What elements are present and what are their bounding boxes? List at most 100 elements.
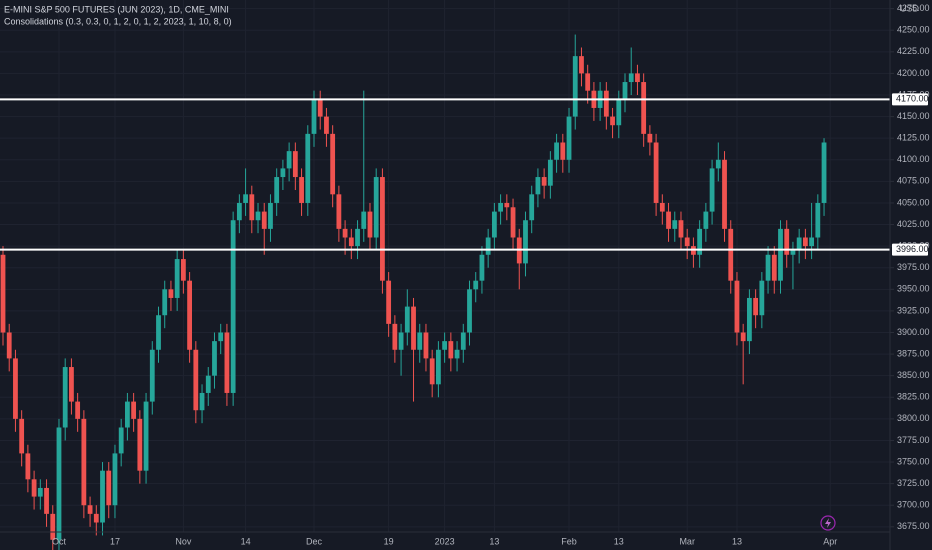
candle-body	[473, 280, 479, 290]
x-tick-label: 13	[489, 536, 499, 546]
candle-body	[224, 332, 230, 393]
candle-body	[728, 228, 734, 281]
axes: 3675.00 3700.00 3725.00 3750.00 3775.00 3800.…	[52, 3, 930, 546]
candle-body	[31, 479, 37, 497]
candle-body	[653, 142, 659, 203]
candle-body	[330, 133, 336, 195]
candle-body	[193, 349, 199, 411]
candle-body	[765, 254, 771, 281]
candle-body	[821, 142, 827, 203]
candle-body	[479, 254, 485, 281]
y-tick-label: 3775.00	[897, 435, 930, 445]
candle-body	[386, 280, 392, 324]
candle-body	[734, 280, 740, 333]
candle-body	[485, 237, 491, 255]
candle-body	[174, 259, 180, 298]
alert-icon[interactable]	[820, 515, 836, 531]
candle-body	[778, 228, 783, 281]
candle-body	[796, 237, 802, 251]
alert-icon-bolt	[825, 518, 831, 528]
candle-body	[423, 332, 429, 359]
candle-body	[261, 211, 267, 229]
y-tick-label: 4050.00	[897, 197, 930, 207]
candle-body	[112, 453, 118, 506]
y-tick-label: 3975.00	[897, 262, 930, 272]
candle-body	[56, 427, 62, 540]
x-tick-label: Apr	[823, 536, 837, 546]
candle-body	[268, 202, 273, 229]
candle-body	[212, 341, 217, 376]
candle-body	[255, 211, 261, 221]
candle-body	[715, 159, 721, 169]
candle-body	[684, 237, 690, 247]
candle-body	[398, 332, 404, 350]
candle-body	[740, 332, 746, 342]
candle-body	[678, 220, 684, 238]
y-tick-label: 3725.00	[897, 478, 930, 488]
candle-body	[572, 56, 578, 117]
candle-body	[585, 73, 591, 91]
candle-body	[635, 73, 640, 83]
candle-body	[336, 194, 342, 229]
level-label: 3996.00	[896, 244, 929, 254]
candle-body	[37, 487, 43, 497]
candle-body	[392, 323, 398, 350]
level-label-box	[892, 243, 928, 256]
candle-body	[554, 142, 559, 160]
candle-body	[641, 82, 647, 134]
y-tick-label: 4150.00	[897, 111, 930, 121]
candle-body	[504, 202, 510, 208]
x-tick-label: 2023	[435, 536, 455, 546]
candle-body	[180, 259, 186, 281]
x-tick-label: 13	[732, 536, 742, 546]
candle-body	[448, 341, 454, 359]
plot	[0, 34, 890, 550]
candle-body	[81, 418, 87, 506]
candle-body	[603, 90, 609, 117]
y-tick-label: 3700.00	[897, 500, 930, 510]
candle-body	[236, 202, 242, 221]
candle-body	[168, 289, 174, 298]
level-label: 4170.00	[896, 94, 929, 104]
chart-title: E-MINI S&P 500 FUTURES (JUN 2023), 1D, C…	[4, 4, 229, 14]
candle-body	[149, 349, 155, 402]
y-tick-label: 4075.00	[897, 176, 930, 186]
candle-body	[460, 332, 466, 350]
candle-body	[622, 82, 628, 100]
x-tick-label: Oct	[52, 536, 67, 546]
candle-body	[547, 159, 553, 186]
candle-body	[13, 358, 18, 419]
candle-body	[199, 392, 205, 411]
x-tick-label: 14	[241, 536, 251, 546]
candle-body	[361, 211, 367, 229]
candle-body	[610, 116, 615, 126]
candle-body	[87, 505, 93, 514]
candle-body	[230, 220, 236, 393]
candle-body	[44, 487, 49, 514]
candle-body	[498, 202, 503, 212]
candle-body	[299, 177, 304, 203]
candle-body	[491, 211, 497, 238]
candle-body	[25, 453, 31, 480]
y-tick-label: 3750.00	[897, 456, 930, 466]
candle-body	[510, 207, 516, 238]
y-tick-label: 4100.00	[897, 154, 930, 164]
candle-body	[784, 228, 790, 255]
y-tick-label: 4025.00	[897, 219, 930, 229]
candle-body	[367, 211, 373, 238]
candle-body	[19, 418, 25, 454]
candle-body	[324, 116, 329, 134]
candle-body	[137, 418, 143, 471]
candle-body	[311, 99, 317, 134]
candle-body	[697, 228, 703, 255]
candle-body	[373, 177, 379, 238]
candle-body	[541, 177, 547, 186]
candle-body	[535, 177, 541, 195]
y-tick-label: 4200.00	[897, 68, 930, 78]
candle-body	[628, 73, 634, 83]
candle-body	[355, 228, 360, 247]
candle-body	[672, 220, 678, 229]
candle-body	[305, 133, 311, 203]
candle-body	[790, 250, 796, 255]
